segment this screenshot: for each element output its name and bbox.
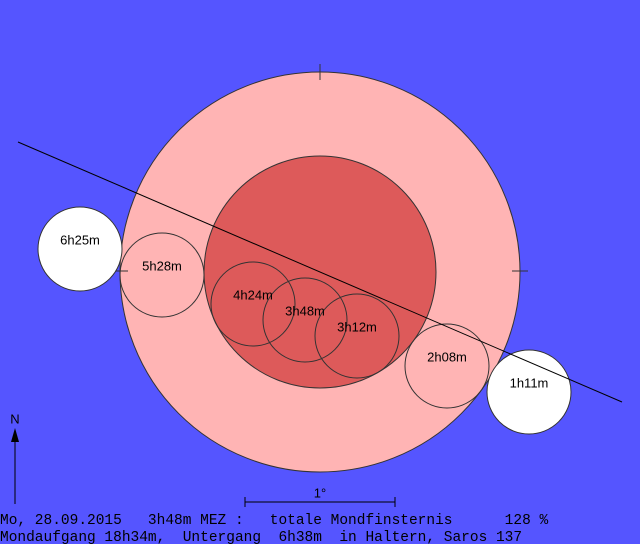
scale-bar: 1° (244, 485, 396, 507)
moon-path (17, 141, 623, 403)
moon (404, 323, 490, 409)
moon (486, 349, 572, 435)
moon (210, 261, 296, 347)
moon (314, 293, 400, 379)
moon (37, 206, 123, 292)
moon-label: 6h25m (60, 232, 100, 247)
footer-line: Mo, 28.09.2015 3h48m MEZ : totale Mondfi… (0, 513, 548, 529)
scale-label: 1° (314, 485, 326, 500)
moon-positions (37, 206, 572, 435)
moon-label: 4h24m (233, 287, 273, 302)
moon-label: 5h28m (142, 258, 182, 273)
moon-labels: 6h25m 5h28m 4h24m 3h48m 3h12m 2h08m 1h11m (60, 232, 548, 390)
moon-label: 2h08m (427, 349, 467, 364)
moon-label: 1h11m (510, 375, 549, 390)
moon-label: 3h12m (337, 319, 377, 334)
footer-line: Mondaufgang 18h34m, Untergang 6h38m in H… (0, 530, 522, 544)
moon (119, 232, 205, 318)
north-label: N (10, 411, 19, 426)
moon-label: 3h48m (285, 303, 325, 318)
moon (262, 277, 348, 363)
north-arrow: N (10, 411, 20, 504)
